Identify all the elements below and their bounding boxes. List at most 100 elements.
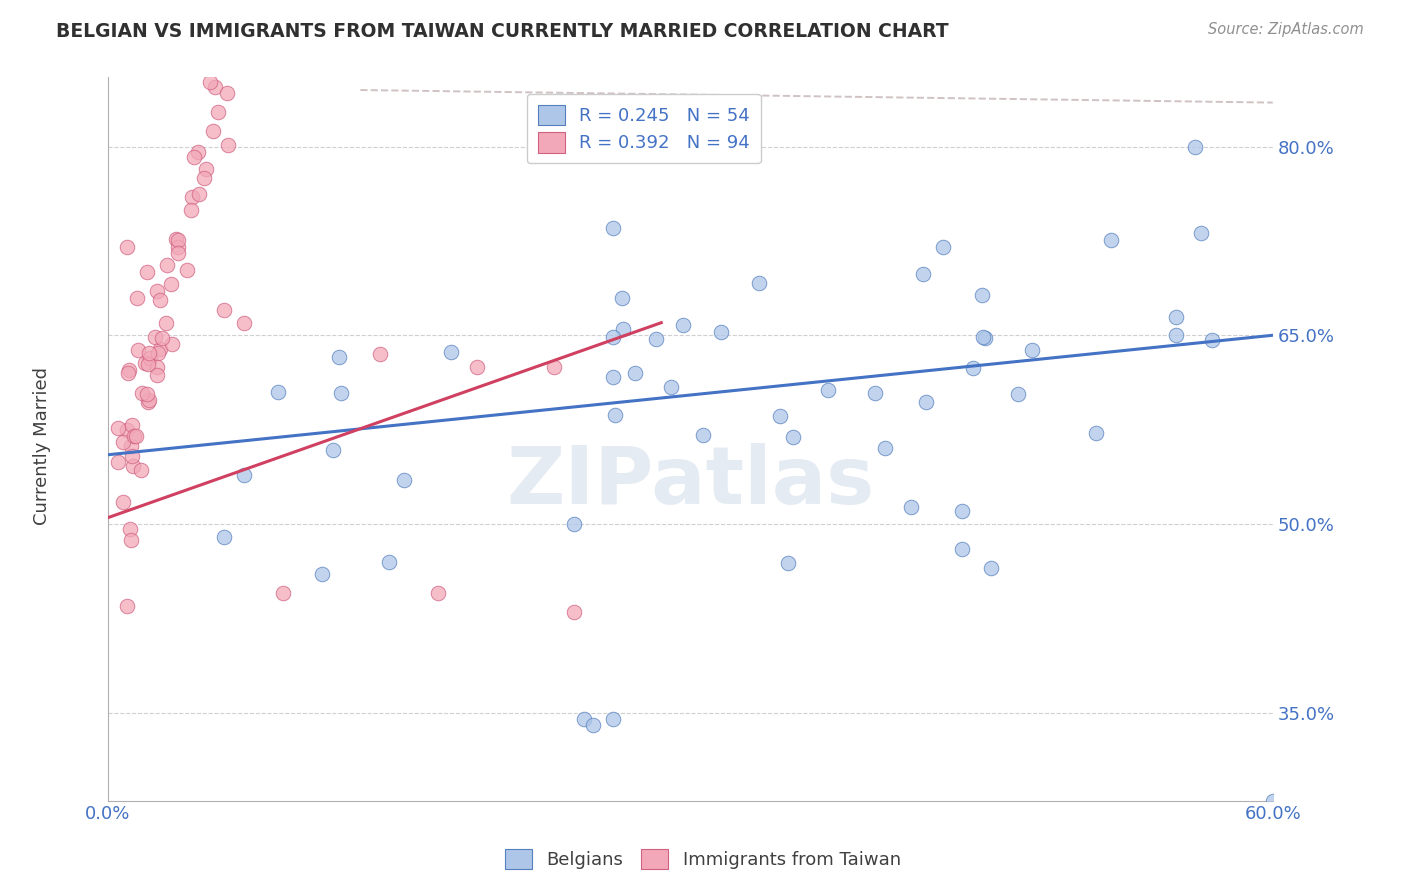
- Point: [1184, 139, 1206, 153]
- Legend: Belgians, Immigrants from Taiwan: Belgians, Immigrants from Taiwan: [496, 839, 910, 879]
- Point: [134, 356, 156, 370]
- Point: [782, 430, 804, 444]
- Point: [121, 417, 143, 432]
- Point: [1021, 343, 1043, 358]
- Point: [121, 449, 143, 463]
- Point: [200, 75, 222, 89]
- Point: [562, 516, 585, 531]
- Point: [136, 395, 159, 409]
- Point: [131, 462, 153, 476]
- Point: [139, 351, 162, 365]
- Point: [1007, 386, 1029, 401]
- Point: [1201, 333, 1223, 347]
- Point: [972, 329, 994, 343]
- Point: [183, 149, 205, 163]
- Point: [111, 435, 134, 450]
- Point: [232, 467, 254, 482]
- Point: [974, 331, 997, 345]
- Text: BELGIAN VS IMMIGRANTS FROM TAIWAN CURRENTLY MARRIED CORRELATION CHART: BELGIAN VS IMMIGRANTS FROM TAIWAN CURREN…: [56, 22, 949, 41]
- Point: [160, 336, 183, 351]
- Point: [127, 291, 149, 305]
- Point: [1261, 794, 1284, 808]
- Point: [136, 357, 159, 371]
- Point: [875, 441, 897, 455]
- Text: Currently Married: Currently Married: [34, 367, 51, 525]
- Point: [155, 316, 177, 330]
- Point: [167, 240, 190, 254]
- Point: [465, 359, 488, 374]
- Point: [107, 455, 129, 469]
- Text: ZIPatlas: ZIPatlas: [506, 443, 875, 522]
- Point: [143, 330, 166, 344]
- Point: [692, 428, 714, 442]
- Point: [217, 138, 239, 153]
- Point: [145, 285, 167, 299]
- Point: [962, 360, 984, 375]
- Point: [217, 86, 239, 100]
- Point: [378, 555, 401, 569]
- Point: [322, 443, 344, 458]
- Point: [232, 316, 254, 330]
- Point: [187, 145, 209, 159]
- Point: [149, 342, 172, 356]
- Point: [202, 124, 225, 138]
- Point: [582, 718, 605, 732]
- Point: [120, 533, 142, 548]
- Point: [1099, 233, 1122, 247]
- Point: [644, 332, 666, 346]
- Point: [145, 359, 167, 374]
- Point: [249, 19, 271, 33]
- Point: [865, 386, 887, 401]
- Point: [138, 393, 160, 408]
- Point: [167, 233, 190, 247]
- Point: [229, 45, 252, 59]
- Point: [150, 331, 173, 345]
- Point: [439, 345, 461, 359]
- Point: [122, 428, 145, 442]
- Point: [900, 500, 922, 514]
- Point: [612, 322, 634, 336]
- Point: [149, 293, 172, 308]
- Point: [1085, 425, 1108, 440]
- Point: [911, 267, 934, 281]
- Point: [602, 370, 624, 384]
- Point: [970, 287, 993, 301]
- Point: [562, 605, 585, 619]
- Point: [207, 104, 229, 119]
- Point: [155, 258, 177, 272]
- Point: [1189, 226, 1212, 240]
- Point: [817, 384, 839, 398]
- Point: [572, 712, 595, 726]
- Point: [120, 522, 142, 536]
- Point: [329, 385, 352, 400]
- Point: [146, 368, 169, 382]
- Point: [195, 162, 218, 177]
- Point: [254, 0, 277, 12]
- Point: [661, 380, 683, 394]
- Point: [135, 265, 157, 279]
- Point: [118, 362, 141, 376]
- Point: [115, 423, 138, 437]
- Point: [125, 428, 148, 442]
- Point: [120, 439, 142, 453]
- Point: [233, 59, 256, 73]
- Point: [602, 712, 624, 726]
- Point: [167, 246, 190, 260]
- Point: [122, 459, 145, 474]
- Point: [778, 556, 800, 570]
- Point: [117, 240, 139, 254]
- Point: [950, 504, 973, 518]
- Point: [127, 343, 149, 358]
- Point: [267, 385, 290, 400]
- Point: [117, 366, 139, 380]
- Point: [219, 49, 242, 63]
- Point: [112, 494, 135, 508]
- Point: [231, 6, 253, 21]
- Point: [146, 346, 169, 360]
- Point: [368, 347, 391, 361]
- Point: [672, 318, 695, 333]
- Point: [238, 21, 260, 36]
- Point: [328, 350, 350, 364]
- Point: [624, 366, 647, 380]
- Point: [602, 329, 624, 343]
